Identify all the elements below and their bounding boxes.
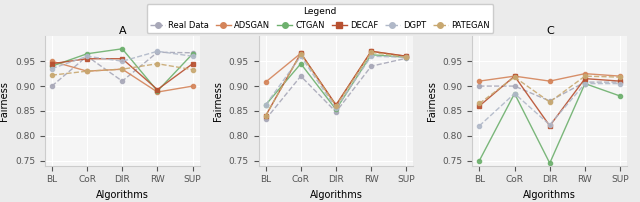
X-axis label: Algorithms: Algorithms: [310, 190, 362, 200]
Y-axis label: Fairness: Fairness: [0, 81, 10, 121]
Legend: Real Data, ADSGAN, CTGAN, DECAF, DGPT, PATEGAN: Real Data, ADSGAN, CTGAN, DECAF, DGPT, P…: [147, 4, 493, 33]
Title: C: C: [546, 26, 554, 36]
Title: B: B: [332, 26, 340, 36]
X-axis label: Algorithms: Algorithms: [524, 190, 576, 200]
X-axis label: Algorithms: Algorithms: [96, 190, 148, 200]
Y-axis label: Fairness: Fairness: [427, 81, 437, 121]
Title: A: A: [118, 26, 126, 36]
Y-axis label: Fairness: Fairness: [213, 81, 223, 121]
